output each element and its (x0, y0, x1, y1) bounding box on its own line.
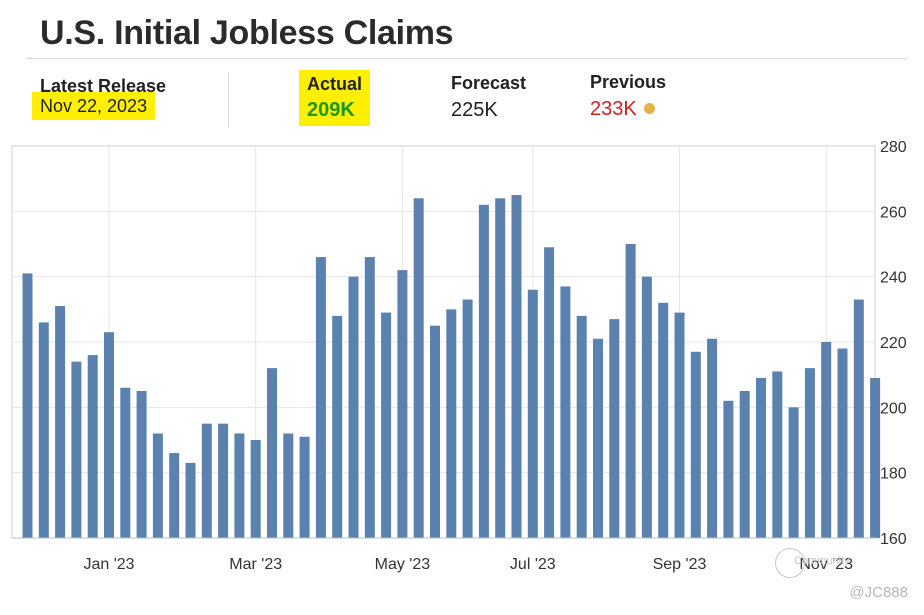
bar (38, 322, 49, 538)
community-watermark: Community (794, 555, 850, 567)
latest-release-label: Latest Release (40, 76, 167, 96)
bar (723, 400, 734, 538)
bar (772, 371, 783, 538)
bar (576, 315, 587, 538)
bar (804, 368, 815, 538)
bar (788, 407, 799, 538)
bar (185, 462, 196, 538)
y-tick-label: 240 (880, 270, 907, 287)
community-logo-icon (775, 548, 805, 578)
bar (544, 247, 555, 538)
x-tick-label: Jan '23 (83, 556, 134, 573)
bar (462, 299, 473, 538)
bar (87, 355, 98, 538)
bar (55, 306, 66, 538)
stats-separator (228, 72, 229, 128)
actual-label: Actual (299, 70, 371, 97)
bar (593, 338, 603, 538)
bar (71, 361, 82, 538)
author-watermark: @JC888 (849, 584, 908, 601)
bar (478, 204, 489, 539)
bar (690, 351, 701, 538)
y-tick-label: 160 (880, 531, 907, 548)
latest-release-date: Nov 22, 2023 (32, 92, 156, 120)
actual-value: 209K (299, 97, 371, 126)
bar (495, 198, 506, 538)
latest-release-value: Nov 22, 2023 (32, 92, 156, 120)
bar (136, 391, 147, 538)
bar (853, 299, 864, 538)
bar (413, 198, 424, 538)
bar (527, 289, 538, 538)
bar (120, 387, 131, 538)
x-tick-label: Nov '23 (799, 556, 853, 573)
bar (837, 348, 848, 538)
bar (821, 342, 832, 538)
bar (674, 312, 685, 538)
y-tick-label: 260 (880, 204, 907, 221)
bar (511, 195, 522, 538)
bar (315, 257, 326, 538)
bar (739, 391, 750, 538)
bar (201, 423, 212, 538)
bar (397, 270, 408, 538)
bar (756, 377, 766, 538)
bar (348, 276, 359, 538)
previous-label: Previous (590, 72, 667, 92)
bar (381, 312, 392, 538)
actual-box: Actual 209K (299, 70, 371, 126)
bar (299, 436, 310, 538)
x-tick-label: May '23 (375, 556, 431, 573)
bar (152, 433, 163, 538)
y-tick-label: 280 (880, 139, 907, 156)
bar (641, 276, 652, 538)
bar (169, 453, 180, 538)
bar (430, 325, 440, 538)
bar (250, 440, 261, 538)
bar (218, 423, 229, 538)
forecast-value: 225K (451, 99, 498, 121)
bar (707, 338, 718, 538)
forecast-label: Forecast (451, 73, 527, 93)
bar (332, 315, 343, 538)
bar (870, 377, 881, 538)
y-tick-label: 200 (880, 400, 907, 417)
bar (267, 368, 277, 538)
bar (560, 286, 571, 538)
previous-value-wrap: 233K (590, 98, 655, 121)
y-tick-label: 220 (880, 335, 907, 352)
x-tick-label: Mar '23 (229, 556, 282, 573)
chart-title: U.S. Initial Jobless Claims (40, 14, 454, 52)
bar (283, 433, 294, 538)
bar (609, 319, 620, 538)
bar (625, 244, 636, 538)
previous-indicator-dot-icon (643, 103, 655, 114)
bar (364, 257, 375, 538)
bar (22, 273, 33, 538)
title-divider (26, 58, 906, 59)
y-tick-label: 180 (880, 466, 907, 483)
previous-value: 233K (590, 98, 637, 120)
bar (234, 433, 245, 538)
x-tick-label: Sep '23 (653, 556, 707, 573)
x-tick-label: Jul '23 (510, 556, 556, 573)
bar (446, 309, 457, 538)
bar (658, 302, 669, 538)
bar (104, 332, 114, 538)
